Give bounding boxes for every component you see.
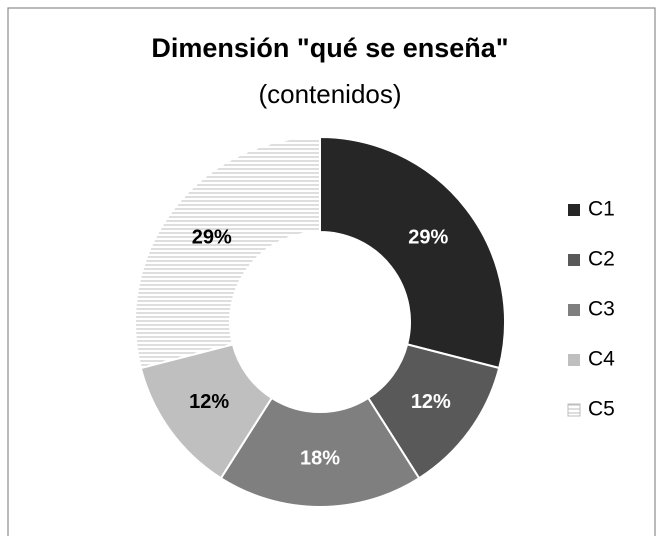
legend-label: C2 [588,248,615,271]
legend-swatch [567,403,581,417]
legend-swatch [568,254,580,266]
chart-subtitle: (contenidos) [258,79,401,109]
donut-slice [219,396,421,508]
donut-slice [134,135,321,370]
legend-swatch [568,304,580,316]
value-label: 18% [300,447,340,469]
chart-title: Dimensión "qué se enseña" [151,33,508,63]
legend-swatch [568,204,580,216]
donut-slice [319,135,506,370]
value-label: 12% [411,391,451,413]
value-label: 29% [192,226,232,248]
legend-label: C5 [588,398,615,421]
value-label: 12% [189,391,229,413]
legend-swatch [568,354,580,366]
legend-label: C3 [588,298,615,321]
legend-label: C1 [588,198,615,221]
value-label: 29% [408,226,448,248]
legend-label: C4 [588,348,615,371]
